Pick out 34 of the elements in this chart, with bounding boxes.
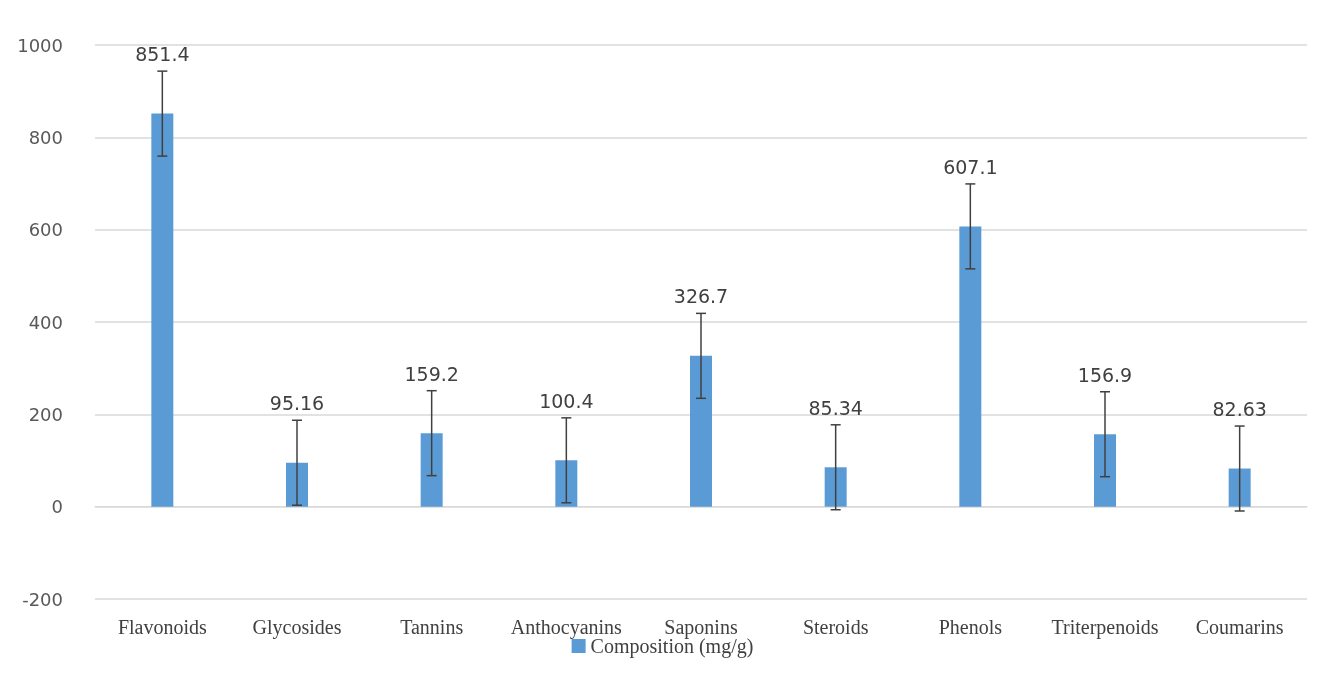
x-tick-label: Saponins xyxy=(664,616,738,639)
bar xyxy=(420,433,443,507)
y-tick-label: 200 xyxy=(28,403,63,425)
x-tick-label: Glycosides xyxy=(252,616,342,639)
data-label: 159.2 xyxy=(404,362,459,385)
y-tick-label: 600 xyxy=(28,219,63,241)
bar xyxy=(1228,468,1251,507)
bar xyxy=(959,226,982,507)
x-tick-label: Tannins xyxy=(400,616,464,638)
bar xyxy=(690,355,712,507)
x-tick-label: Steroids xyxy=(802,616,869,638)
data-label: 607.1 xyxy=(943,155,998,178)
y-tick-label: 0 xyxy=(51,496,63,518)
bar xyxy=(286,462,308,507)
data-label: 156.9 xyxy=(1077,363,1133,386)
y-tick-label: -200 xyxy=(22,588,63,610)
data-label: 85.34 xyxy=(808,396,863,419)
data-label: 100.4 xyxy=(539,389,594,412)
data-label: 851.4 xyxy=(135,43,190,66)
x-tick-label: Flavonoids xyxy=(117,616,207,638)
x-tick-label: Anthocyanins xyxy=(510,616,623,639)
bar xyxy=(824,467,847,507)
y-tick-label: 400 xyxy=(28,311,63,333)
data-label: 82.63 xyxy=(1212,398,1267,421)
x-tick-label: Triterpenoids xyxy=(1051,616,1159,639)
x-tick-label: Coumarins xyxy=(1195,616,1284,638)
bar xyxy=(555,460,578,507)
y-tick-label: 1000 xyxy=(17,34,63,56)
y-tick-label: 800 xyxy=(28,126,63,148)
bar xyxy=(1094,434,1116,507)
data-label: 326.7 xyxy=(673,285,729,308)
data-label: 95.16 xyxy=(269,392,325,415)
x-tick-label: Phenols xyxy=(938,616,1003,638)
bar xyxy=(151,113,174,507)
